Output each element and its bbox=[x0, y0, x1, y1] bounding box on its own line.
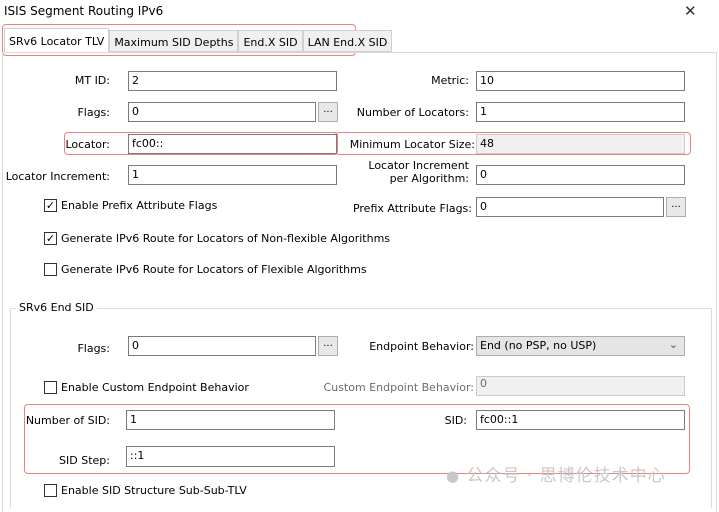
minimum-locator-size-label: Minimum Locator Size: bbox=[349, 138, 475, 151]
mt-id-input[interactable]: 2 bbox=[128, 71, 337, 91]
srv6-end-sid-group-label: SRv6 End SID bbox=[16, 301, 97, 314]
number-of-sid-label: Number of SID: bbox=[25, 414, 110, 427]
mt-id-label: MT ID: bbox=[74, 74, 110, 87]
number-of-locators-input[interactable]: 1 bbox=[476, 102, 685, 122]
watermark-text: 公众号 · 思博伦技术中心 bbox=[466, 466, 666, 486]
metric-input[interactable]: 10 bbox=[476, 71, 685, 91]
minimum-locator-size-input[interactable]: 48 bbox=[476, 134, 685, 154]
sid-input[interactable]: fc00::1 bbox=[476, 410, 685, 430]
prefix-attribute-flags-edit-button[interactable]: ... bbox=[666, 197, 686, 217]
sid-label: SID: bbox=[444, 414, 467, 427]
endpoint-behavior-select[interactable]: End (no PSP, no USP) ⌄ bbox=[476, 336, 685, 356]
custom-endpoint-behavior-label: Custom Endpoint Behavior: bbox=[323, 381, 474, 394]
wechat-icon: ● bbox=[446, 467, 461, 485]
generate-nonflex-route-label: Generate IPv6 Route for Locators of Non-… bbox=[61, 232, 391, 245]
sid-step-label: SID Step: bbox=[59, 454, 110, 467]
label-line-2: per Algorithm: bbox=[389, 172, 469, 185]
chevron-down-icon: ⌄ bbox=[668, 338, 678, 351]
number-of-sid-input[interactable]: 1 bbox=[126, 410, 335, 430]
locator-input[interactable]: fc00:: bbox=[128, 134, 337, 154]
locator-increment-per-algorithm-label: Locator Increment per Algorithm: bbox=[368, 159, 469, 185]
sid-step-input[interactable]: ::1 bbox=[126, 446, 335, 467]
flags-edit-button[interactable]: ... bbox=[318, 102, 338, 122]
highlight-box bbox=[24, 404, 690, 474]
tab-lan-end-x-sid[interactable]: LAN End.X SID bbox=[302, 30, 393, 52]
enable-prefix-attribute-flags-checkbox[interactable]: ✓ bbox=[44, 199, 57, 212]
flags-label: Flags: bbox=[77, 106, 110, 119]
enable-prefix-attribute-flags-label: Enable Prefix Attribute Flags bbox=[61, 199, 218, 212]
number-of-locators-label: Number of Locators: bbox=[356, 106, 469, 119]
window-title: ISIS Segment Routing IPv6 bbox=[4, 4, 164, 18]
srv6-end-sid-group bbox=[10, 308, 712, 508]
enable-custom-endpoint-behavior-checkbox[interactable] bbox=[44, 381, 57, 394]
tab-srv6-locator-tlv[interactable]: SRv6 Locator TLV bbox=[4, 28, 110, 53]
enable-sid-structure-checkbox[interactable] bbox=[44, 484, 57, 497]
flags-input[interactable]: 0 bbox=[128, 102, 316, 122]
end-sid-flags-label: Flags: bbox=[77, 342, 110, 355]
metric-label: Metric: bbox=[431, 74, 469, 87]
tab-bar: SRv6 Locator TLV Maximum SID Depths End.… bbox=[4, 28, 393, 53]
prefix-attribute-flags-label: Prefix Attribute Flags: bbox=[352, 202, 472, 215]
enable-sid-structure-label: Enable SID Structure Sub-Sub-TLV bbox=[61, 484, 247, 497]
generate-nonflex-route-checkbox[interactable]: ✓ bbox=[44, 232, 57, 245]
generate-flex-route-checkbox[interactable] bbox=[44, 263, 57, 276]
watermark: ● 公众号 · 思博伦技术中心 bbox=[446, 461, 666, 486]
end-sid-flags-edit-button[interactable]: ... bbox=[318, 336, 338, 356]
prefix-attribute-flags-input[interactable]: 0 bbox=[476, 197, 664, 217]
tab-maximum-sid-depths[interactable]: Maximum SID Depths bbox=[109, 30, 239, 52]
tab-end-x-sid[interactable]: End.X SID bbox=[238, 30, 303, 52]
tab-panel bbox=[2, 52, 717, 512]
locator-increment-input[interactable]: 1 bbox=[128, 165, 337, 185]
end-sid-flags-input[interactable]: 0 bbox=[128, 336, 316, 356]
endpoint-behavior-label: Endpoint Behavior: bbox=[369, 340, 474, 353]
locator-increment-per-algorithm-input[interactable]: 0 bbox=[476, 165, 685, 185]
locator-label: Locator: bbox=[65, 138, 110, 151]
custom-endpoint-behavior-input[interactable]: 0 bbox=[476, 376, 685, 396]
highlight-box bbox=[64, 132, 338, 155]
close-icon[interactable]: ✕ bbox=[684, 2, 697, 20]
label-line-1: Locator Increment bbox=[368, 159, 469, 172]
endpoint-behavior-value: End (no PSP, no USP) bbox=[480, 339, 597, 352]
generate-flex-route-label: Generate IPv6 Route for Locators of Flex… bbox=[61, 263, 367, 276]
locator-increment-label: Locator Increment: bbox=[5, 170, 110, 183]
enable-custom-endpoint-behavior-label: Enable Custom Endpoint Behavior bbox=[61, 381, 249, 394]
